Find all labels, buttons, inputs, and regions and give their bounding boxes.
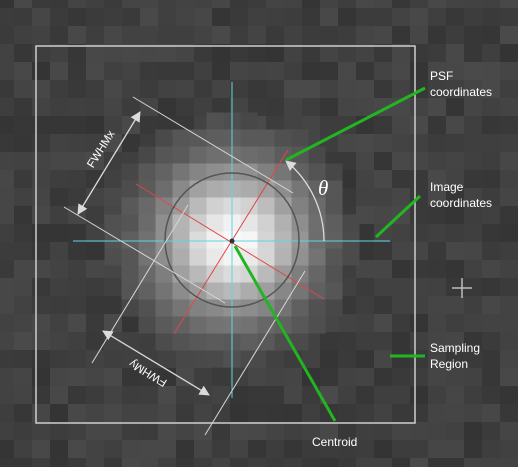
- centroid-label: Centroid: [312, 435, 357, 449]
- psf-coordinates-label: PSF coordinates: [430, 69, 492, 99]
- psf-coordinates-callout-line: [285, 86, 426, 162]
- centroid-callout-line: [233, 245, 337, 422]
- centroid-marker: [229, 238, 235, 244]
- fwhm-y-extension-right: [204, 270, 306, 436]
- fwhm-y-arrow: [102, 330, 210, 396]
- fwhm-x-extension-top: [132, 96, 294, 194]
- fwhm-ellipse: [164, 172, 300, 308]
- fwhm-x-arrow: [77, 111, 141, 215]
- fwhm-x-extension-bottom: [63, 206, 226, 304]
- theta-label: θ: [318, 176, 328, 200]
- theta-arc: [285, 160, 325, 242]
- image-coordinates-label: Image coordinates: [430, 180, 492, 210]
- image-coordinates-callout-line: [374, 194, 422, 239]
- sampling-region-label: Sampling Region: [430, 341, 483, 371]
- sampling-region-frame: [35, 45, 416, 424]
